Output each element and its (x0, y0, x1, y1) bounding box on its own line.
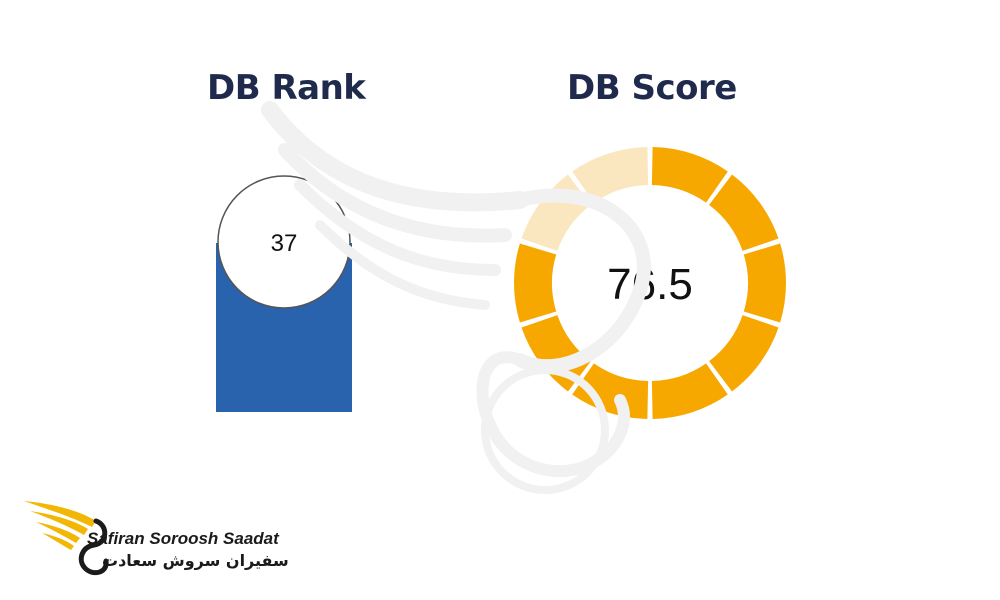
db-score-title: DB Score (567, 68, 737, 108)
score-value-label: 76.5 (607, 260, 693, 309)
score-segment-empty (572, 147, 649, 203)
score-segment-filled (572, 363, 649, 419)
company-logo: Safiran Soroosh Saadat سفیران سروش سعادت (22, 495, 302, 585)
db-rank-chart: 37 (216, 175, 352, 412)
score-segment-filled (743, 243, 786, 323)
logo-name-persian: سفیران سروش سعادت (102, 551, 289, 570)
score-segment-filled (521, 315, 591, 392)
score-segment-filled (514, 243, 557, 323)
rank-value-label: 37 (271, 230, 298, 257)
score-segment-filled (709, 315, 779, 392)
score-segment-filled (651, 147, 728, 203)
wing-swan-logo-icon (24, 501, 109, 576)
score-segment-filled (709, 174, 779, 251)
db-rank-title: DB Rank (207, 68, 366, 108)
score-segment-empty (521, 174, 591, 251)
db-score-chart: 76.5 (514, 147, 786, 419)
score-segment-filled (651, 363, 728, 419)
logo-name-english: Safiran Soroosh Saadat (87, 529, 279, 548)
